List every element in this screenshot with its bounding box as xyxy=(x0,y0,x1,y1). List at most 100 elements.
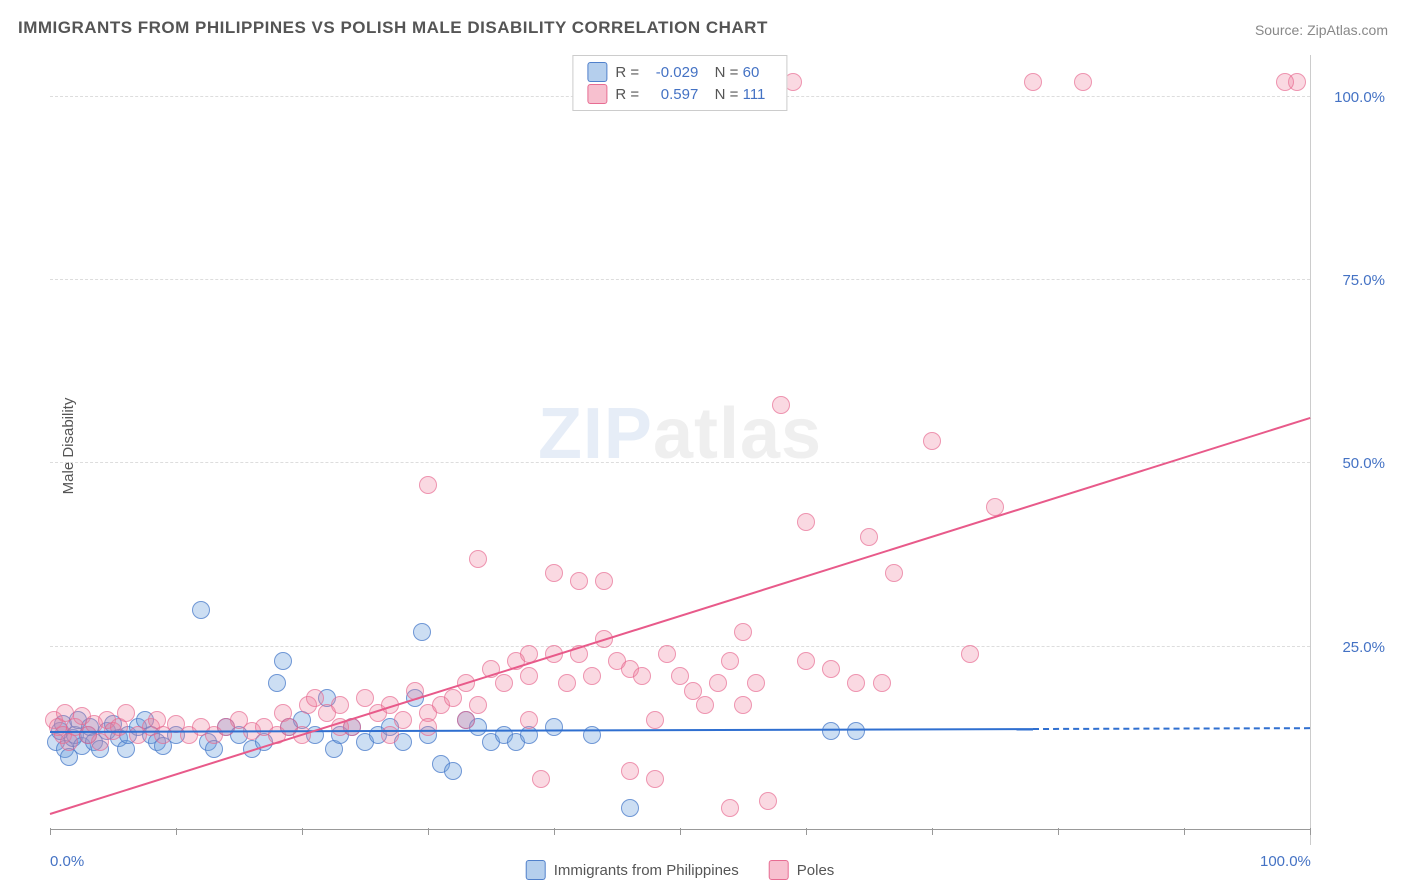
legend-swatch-blue xyxy=(587,62,607,82)
x-tick xyxy=(428,828,429,835)
scatter-point xyxy=(747,674,765,692)
scatter-point xyxy=(469,550,487,568)
gridline-horizontal xyxy=(50,462,1310,463)
scatter-point xyxy=(274,652,292,670)
x-tick xyxy=(176,828,177,835)
x-tick xyxy=(1184,828,1185,835)
scatter-point xyxy=(696,696,714,714)
legend-item-poles: Poles xyxy=(769,860,835,880)
scatter-point xyxy=(671,667,689,685)
y-tick-label: 50.0% xyxy=(1320,455,1385,472)
scatter-point xyxy=(457,711,475,729)
legend-label-philippines: Immigrants from Philippines xyxy=(554,862,739,879)
scatter-point xyxy=(1024,73,1042,91)
trendline-pink xyxy=(50,417,1311,815)
legend-swatch-blue-icon xyxy=(526,860,546,880)
scatter-point xyxy=(356,689,374,707)
chart-container: ZIPatlas R = -0.029 N = 60 R = 0.597 N =… xyxy=(50,55,1390,845)
scatter-point xyxy=(583,726,601,744)
scatter-point xyxy=(621,799,639,817)
scatter-point xyxy=(721,799,739,817)
scatter-point xyxy=(117,704,135,722)
y-tick-label: 25.0% xyxy=(1320,639,1385,656)
scatter-point xyxy=(860,528,878,546)
x-tick-label: 0.0% xyxy=(50,853,84,870)
n-value-blue: 60 xyxy=(743,64,773,81)
scatter-point xyxy=(520,711,538,729)
scatter-point xyxy=(413,623,431,641)
x-tick xyxy=(680,828,681,835)
n-value-pink: 111 xyxy=(743,86,773,103)
n-label: N = 60 xyxy=(706,64,772,81)
scatter-point xyxy=(885,564,903,582)
plot-area: ZIPatlas R = -0.029 N = 60 R = 0.597 N =… xyxy=(50,55,1311,845)
scatter-point xyxy=(797,513,815,531)
scatter-point xyxy=(734,696,752,714)
legend-row-philippines: R = -0.029 N = 60 xyxy=(587,62,772,82)
scatter-point xyxy=(734,623,752,641)
scatter-point xyxy=(268,674,286,692)
scatter-point xyxy=(381,726,399,744)
r-value-blue: -0.029 xyxy=(643,64,698,81)
chart-title: IMMIGRANTS FROM PHILIPPINES VS POLISH MA… xyxy=(18,18,768,38)
scatter-point xyxy=(961,645,979,663)
scatter-point xyxy=(419,476,437,494)
scatter-point xyxy=(658,645,676,663)
scatter-point xyxy=(394,711,412,729)
scatter-point xyxy=(520,667,538,685)
x-tick xyxy=(554,828,555,835)
scatter-point xyxy=(595,572,613,590)
scatter-point xyxy=(847,674,865,692)
scatter-point xyxy=(583,667,601,685)
r-label: R = -0.029 xyxy=(615,64,698,81)
gridline-horizontal xyxy=(50,279,1310,280)
scatter-point xyxy=(331,696,349,714)
y-tick-label: 75.0% xyxy=(1320,272,1385,289)
legend-item-philippines: Immigrants from Philippines xyxy=(526,860,739,880)
scatter-point xyxy=(684,682,702,700)
y-tick-label: 100.0% xyxy=(1320,89,1385,106)
scatter-point xyxy=(419,718,437,736)
scatter-point xyxy=(621,762,639,780)
scatter-point xyxy=(646,711,664,729)
scatter-point xyxy=(1276,73,1294,91)
scatter-point xyxy=(759,792,777,810)
scatter-point xyxy=(633,667,651,685)
scatter-point xyxy=(444,762,462,780)
x-tick xyxy=(806,828,807,835)
scatter-point xyxy=(532,770,550,788)
scatter-point xyxy=(558,674,576,692)
r-value-pink: 0.597 xyxy=(643,86,698,103)
x-tick xyxy=(1058,828,1059,835)
scatter-point xyxy=(469,696,487,714)
x-tick-label: 100.0% xyxy=(1260,853,1311,870)
legend-swatch-pink-icon xyxy=(769,860,789,880)
scatter-point xyxy=(444,689,462,707)
scatter-point xyxy=(570,572,588,590)
legend-swatch-pink xyxy=(587,84,607,104)
scatter-point xyxy=(306,689,324,707)
r-label: R = 0.597 xyxy=(615,86,698,103)
scatter-point xyxy=(721,652,739,670)
legend-label-poles: Poles xyxy=(797,862,835,879)
scatter-point xyxy=(873,674,891,692)
x-tick xyxy=(932,828,933,835)
x-tick xyxy=(1310,828,1311,835)
scatter-point xyxy=(495,674,513,692)
gridline-horizontal xyxy=(50,646,1310,647)
scatter-point xyxy=(646,770,664,788)
trendline-blue xyxy=(1033,727,1310,730)
scatter-point xyxy=(709,674,727,692)
legend-row-poles: R = 0.597 N = 111 xyxy=(587,84,772,104)
scatter-point xyxy=(847,722,865,740)
scatter-point xyxy=(545,718,563,736)
scatter-point xyxy=(923,432,941,450)
n-label: N = 111 xyxy=(706,86,772,103)
correlation-legend: R = -0.029 N = 60 R = 0.597 N = 111 xyxy=(572,55,787,111)
source-label: Source: ZipAtlas.com xyxy=(1255,22,1388,38)
scatter-point xyxy=(797,652,815,670)
series-legend: Immigrants from Philippines Poles xyxy=(526,860,835,880)
scatter-point xyxy=(545,564,563,582)
scatter-point xyxy=(192,601,210,619)
scatter-point xyxy=(772,396,790,414)
